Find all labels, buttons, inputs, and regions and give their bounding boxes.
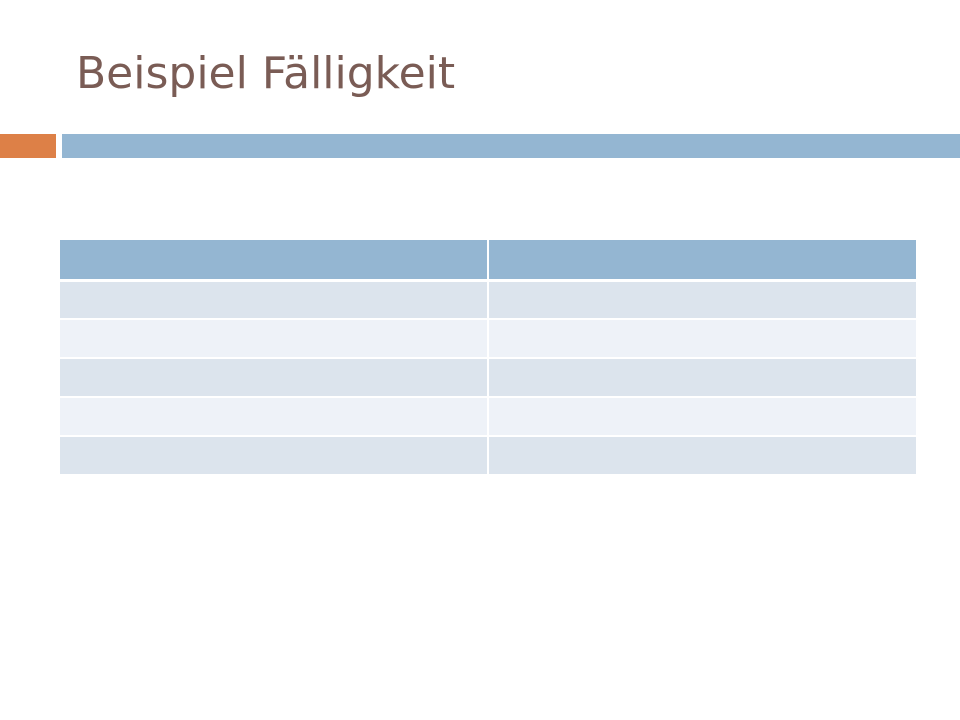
table-header-cell — [488, 240, 916, 282]
table-header-cell — [60, 240, 489, 282]
table-cell — [60, 280, 489, 320]
table-row — [60, 436, 916, 476]
table-cell — [488, 436, 916, 476]
table-row — [60, 280, 916, 320]
table-cell — [60, 397, 489, 437]
table-cell — [488, 397, 916, 437]
table-cell — [488, 358, 916, 398]
slide-title: Beispiel Fälligkeit — [76, 48, 456, 99]
table-cell — [60, 358, 489, 398]
title-accent-bar — [0, 134, 56, 158]
table-row — [60, 397, 916, 437]
table-header-row — [60, 240, 916, 282]
table-cell — [488, 280, 916, 320]
table-cell — [60, 319, 489, 359]
table-row — [60, 319, 916, 359]
data-table — [60, 240, 916, 476]
title-rule — [62, 134, 960, 158]
table-row — [60, 358, 916, 398]
table-cell — [60, 436, 489, 476]
table-cell — [488, 319, 916, 359]
